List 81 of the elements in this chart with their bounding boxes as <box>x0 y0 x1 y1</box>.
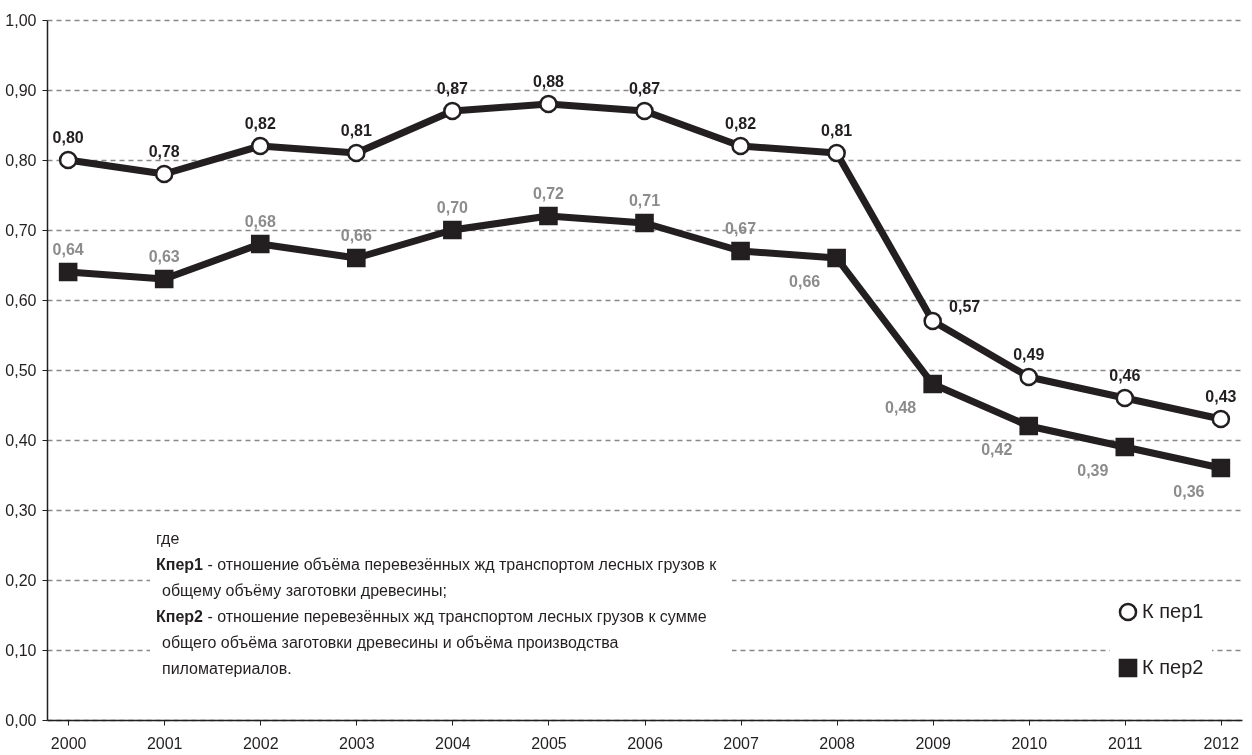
data-label: 0,71 <box>628 192 661 209</box>
point <box>923 374 942 394</box>
data-label: 0,64 <box>52 241 84 258</box>
point <box>1211 409 1231 429</box>
legend-label: К пер1 <box>1142 600 1204 622</box>
point <box>635 101 654 121</box>
data-label: 0,82 <box>244 115 276 132</box>
x-tick-label: 2012 <box>1203 734 1240 752</box>
data-label: 0,78 <box>148 143 180 160</box>
y-tick-label: 0,60 <box>5 291 37 309</box>
data-label: 0,68 <box>244 213 276 230</box>
data-label: 0,82 <box>724 115 757 132</box>
annotation: Кпер2 - отношение перевезённых жд транспортом лесных грузов к сумме общего объёма заготовки древесины и объёма производства пиломатериалов. <box>156 607 708 679</box>
point <box>58 262 78 282</box>
point <box>250 136 270 156</box>
y-tick-label: 0,20 <box>5 571 37 589</box>
point <box>923 311 942 331</box>
point <box>154 269 174 289</box>
data-label: 0,67 <box>724 220 757 237</box>
x-tick-label: 2009 <box>915 734 952 752</box>
x-tick-label: 2008 <box>819 734 856 752</box>
point <box>250 234 270 254</box>
annotation: где <box>156 529 181 549</box>
data-label: 0,36 <box>1173 483 1205 500</box>
point <box>731 136 750 156</box>
point <box>1211 458 1231 478</box>
point <box>827 143 846 163</box>
y-tick-label: 1,00 <box>5 11 37 29</box>
point <box>827 248 846 268</box>
x-tick-label: 2010 <box>1011 734 1048 752</box>
y-tick-label: 0,30 <box>5 501 37 519</box>
point <box>443 220 462 240</box>
point <box>443 101 462 121</box>
x-tick-label: 2005 <box>531 734 567 752</box>
data-label: 0,48 <box>885 399 917 416</box>
point <box>1115 437 1135 457</box>
data-label: 0,39 <box>1077 462 1109 479</box>
data-label: 0,57 <box>949 298 981 315</box>
y-tick-label: 0,00 <box>5 711 37 729</box>
data-label: 0,72 <box>532 185 565 202</box>
x-tick-label: 2001 <box>146 734 183 752</box>
data-label: 0,81 <box>340 122 372 139</box>
point <box>154 164 174 184</box>
x-tick-label: 2003 <box>339 734 375 752</box>
y-tick-label: 0,80 <box>5 151 37 169</box>
y-tick-label: 0,70 <box>5 221 37 239</box>
data-label: 0,46 <box>1109 367 1141 384</box>
data-label: 0,70 <box>436 199 469 216</box>
point <box>539 94 558 114</box>
legend-label: К пер2 <box>1142 656 1204 678</box>
data-label: 0,81 <box>821 122 853 139</box>
point <box>1019 416 1039 436</box>
y-tick-label: 0,90 <box>5 81 37 99</box>
data-label: 0,49 <box>1013 346 1045 363</box>
data-label: 0,66 <box>789 273 821 290</box>
annotation: Кпер1 - отношение объёма перевезённых жд транспортом лесных грузов к общему объёму заготовки древесины; <box>156 555 718 601</box>
data-label: 0,80 <box>52 129 84 146</box>
data-label: 0,63 <box>148 248 180 265</box>
point <box>1115 388 1135 408</box>
x-tick-label: 2007 <box>723 734 759 752</box>
point <box>58 150 78 170</box>
point <box>1019 367 1039 387</box>
data-label: 0,42 <box>981 441 1013 458</box>
x-tick-label: 2004 <box>435 734 471 752</box>
point <box>635 213 654 233</box>
y-tick-label: 0,50 <box>5 361 37 379</box>
y-tick-label: 0,10 <box>5 641 37 659</box>
data-label: 0,66 <box>340 227 372 244</box>
point <box>347 248 366 268</box>
data-label: 0,87 <box>436 80 469 97</box>
y-tick-label: 0,40 <box>5 431 37 449</box>
x-tick-label: 2002 <box>242 734 279 752</box>
point <box>539 206 558 226</box>
data-label: 0,88 <box>532 73 565 90</box>
point <box>731 241 750 261</box>
data-label: 0,43 <box>1205 388 1237 405</box>
point <box>347 143 366 163</box>
data-label: 0,87 <box>628 80 661 97</box>
x-tick-label: 2006 <box>627 734 663 752</box>
x-tick-label: 2000 <box>50 734 87 752</box>
x-tick-label: 2011 <box>1108 734 1143 752</box>
